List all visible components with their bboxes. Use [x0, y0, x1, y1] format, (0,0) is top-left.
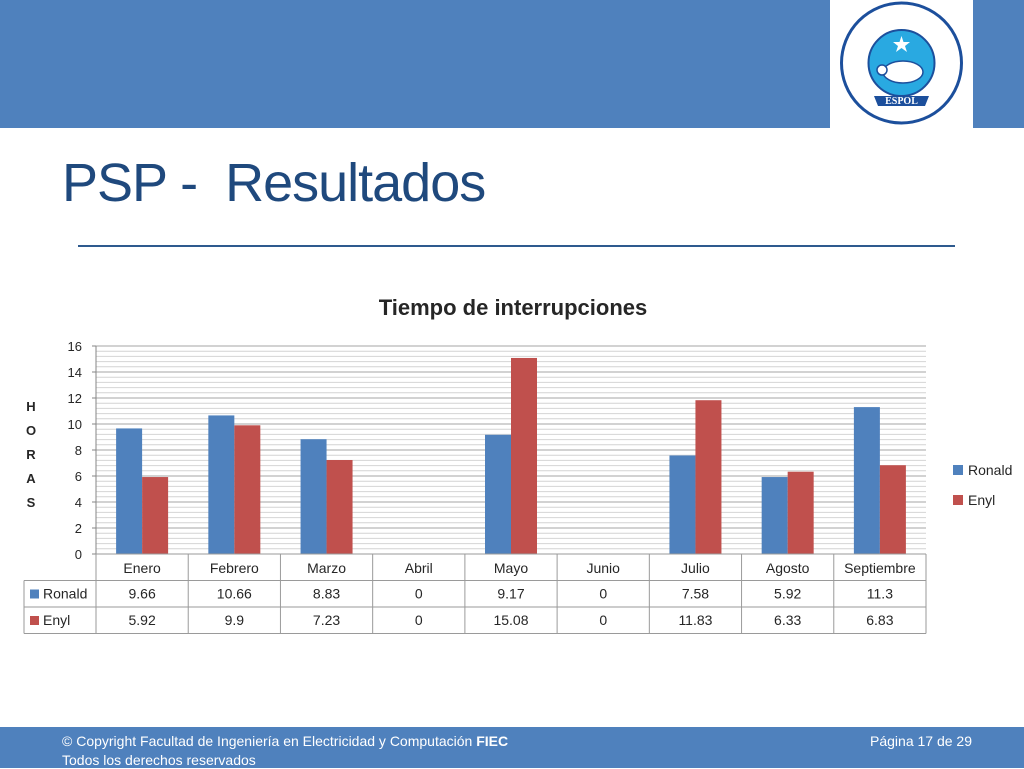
x-category-label: Enero	[123, 560, 161, 576]
bar-enyl	[787, 471, 814, 554]
table-value: 6.33	[774, 612, 801, 628]
table-value: 5.92	[128, 612, 155, 628]
bar-ronald	[853, 407, 880, 554]
y-tick-label: 6	[75, 469, 82, 484]
bar-enyl	[234, 425, 261, 554]
y-axis-label-letter: R	[26, 447, 36, 462]
data-table: Enero Febrero Marzo Abril Mayo Junio Julio Agos…	[23, 553, 927, 634]
slide-title: PSP - Resultados	[62, 153, 486, 213]
footer-copyright-fiec: FIEC	[476, 733, 509, 749]
y-axis-label-letter: O	[26, 423, 36, 438]
table-value: 0	[599, 586, 607, 602]
y-tick-label: 8	[75, 443, 82, 458]
bar-ronald	[208, 415, 235, 554]
bar-ronald	[669, 455, 696, 554]
table-value: 11.3	[867, 586, 893, 602]
bar-enyl	[511, 357, 537, 554]
table-value: 6.83	[866, 612, 893, 628]
table-value: 0	[415, 586, 423, 602]
table-value: 15.08	[493, 612, 528, 628]
x-category-label: Marzo	[307, 560, 346, 576]
bar-ronald	[761, 477, 788, 554]
x-category-label: Mayo	[494, 560, 528, 576]
espol-logo: ESPOL	[830, 0, 973, 128]
bar-enyl	[142, 477, 169, 554]
legend-swatch	[953, 465, 963, 475]
table-value: 8.83	[313, 586, 340, 602]
y-axis-label-letter: H	[26, 399, 35, 414]
x-category-label: Febrero	[210, 560, 259, 576]
chart-legend: Ronald Enyl	[953, 462, 1012, 508]
table-value: 0	[599, 612, 607, 628]
x-category-label: Septiembre	[844, 560, 916, 576]
footer-page-number: Página 17 de 29	[870, 733, 972, 749]
title-divider	[78, 245, 955, 247]
footer-copyright-text: © Copyright Facultad de Ingeniería en El…	[62, 733, 473, 749]
x-category-label: Agosto	[766, 560, 810, 576]
table-value: 9.9	[225, 612, 245, 628]
table-value: 9.66	[128, 586, 155, 602]
espol-seal-icon: ESPOL	[839, 1, 964, 125]
table-value: 11.83	[678, 612, 712, 628]
legend-label: Ronald	[968, 462, 1012, 478]
footer-bar: © Copyright Facultad de Ingeniería en El…	[0, 727, 1024, 768]
table-legend-swatch	[30, 616, 39, 625]
bar-enyl	[695, 400, 722, 554]
x-category-label: Julio	[681, 560, 710, 576]
bar-enyl	[326, 460, 353, 554]
y-axis-label-letter: S	[27, 495, 36, 510]
y-tick-label: 16	[68, 339, 82, 354]
bar-enyl	[879, 465, 906, 554]
x-category-label: Abril	[405, 560, 433, 576]
legend-label: Enyl	[968, 492, 995, 508]
footer-copyright: © Copyright Facultad de Ingeniería en El…	[62, 732, 508, 750]
chart-title: Tiempo de interrupciones	[379, 295, 648, 320]
interruptions-chart: Tiempo de interrupciones 0 2 4 6 8 10 12 14 16 H…	[23, 295, 1012, 634]
table-value: 5.92	[774, 586, 801, 602]
table-series-name: Ronald	[43, 586, 87, 602]
y-tick-label: 14	[68, 365, 82, 380]
bar-ronald	[485, 434, 511, 554]
table-value: 9.17	[497, 586, 524, 602]
y-tick-label: 10	[68, 417, 82, 432]
footer-rights: Todos los derechos reservados	[62, 752, 256, 768]
y-tick-label: 2	[75, 521, 82, 536]
table-series-name: Enyl	[43, 612, 70, 628]
legend-swatch	[953, 495, 963, 505]
bar-ronald	[300, 439, 327, 554]
bar-ronald	[116, 428, 143, 554]
table-value: 7.23	[313, 612, 340, 628]
table-value: 7.58	[682, 586, 709, 602]
table-value: 0	[415, 612, 423, 628]
y-axis: 0 2 4 6 8 10 12 14 16	[68, 339, 97, 562]
table-value: 10.66	[217, 586, 252, 602]
y-tick-label: 4	[75, 495, 82, 510]
espol-logo-name: ESPOL	[885, 96, 918, 107]
y-tick-label: 0	[75, 547, 82, 562]
table-legend-swatch	[30, 589, 39, 599]
x-category-label: Junio	[586, 560, 620, 576]
bar-marks	[116, 357, 906, 554]
y-tick-label: 12	[68, 391, 82, 406]
y-axis-label-letter: A	[26, 471, 36, 486]
